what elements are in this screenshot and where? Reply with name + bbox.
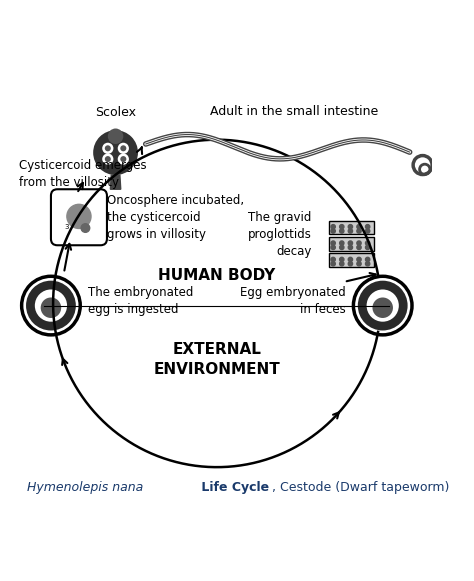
Circle shape <box>26 281 76 331</box>
Text: , Cestode (Dwarf tapeworm): , Cestode (Dwarf tapeworm) <box>272 481 449 494</box>
Circle shape <box>365 245 370 250</box>
Text: Cysticercoid emerges
from the villosity: Cysticercoid emerges from the villosity <box>18 159 146 189</box>
Circle shape <box>120 156 127 162</box>
Circle shape <box>339 257 344 261</box>
Circle shape <box>357 241 361 245</box>
Circle shape <box>348 245 353 250</box>
Circle shape <box>102 143 113 154</box>
Text: Hymenolepis nana: Hymenolepis nana <box>27 481 144 494</box>
Circle shape <box>373 297 393 318</box>
Text: Oncosphere incubated,
the cysticercoid
grows in villosity: Oncosphere incubated, the cysticercoid g… <box>107 193 244 241</box>
Circle shape <box>93 130 138 175</box>
FancyBboxPatch shape <box>51 189 107 245</box>
Circle shape <box>108 128 123 144</box>
Circle shape <box>365 229 370 233</box>
Text: Egg embryonated
in feces: Egg embryonated in feces <box>240 286 346 316</box>
Circle shape <box>365 261 370 266</box>
Circle shape <box>348 225 353 229</box>
Circle shape <box>41 297 61 318</box>
Circle shape <box>348 261 353 266</box>
Circle shape <box>357 225 361 229</box>
Circle shape <box>118 143 129 154</box>
Circle shape <box>102 153 113 164</box>
Circle shape <box>348 257 353 261</box>
Circle shape <box>365 257 370 261</box>
Circle shape <box>120 145 127 151</box>
Circle shape <box>357 229 361 233</box>
Circle shape <box>357 261 361 266</box>
Circle shape <box>365 241 370 245</box>
Text: Scolex: Scolex <box>95 106 136 119</box>
Circle shape <box>331 229 335 233</box>
Text: Life Cycle: Life Cycle <box>198 481 270 494</box>
Circle shape <box>118 153 129 164</box>
Circle shape <box>357 245 361 250</box>
FancyBboxPatch shape <box>329 237 374 251</box>
Circle shape <box>81 224 90 232</box>
Circle shape <box>35 289 67 322</box>
Circle shape <box>339 241 344 245</box>
Circle shape <box>331 245 335 250</box>
Circle shape <box>105 145 111 151</box>
Circle shape <box>67 205 91 228</box>
Circle shape <box>339 245 344 250</box>
Text: HUMAN BODY: HUMAN BODY <box>158 268 275 283</box>
Circle shape <box>331 261 335 266</box>
Polygon shape <box>110 175 121 189</box>
Circle shape <box>358 281 408 331</box>
Circle shape <box>339 229 344 233</box>
Text: 3: 3 <box>64 224 69 230</box>
Circle shape <box>339 261 344 266</box>
Circle shape <box>366 289 399 322</box>
Circle shape <box>365 225 370 229</box>
FancyBboxPatch shape <box>329 221 374 235</box>
Circle shape <box>331 257 335 261</box>
Circle shape <box>348 241 353 245</box>
Text: The gravid
proglottids
decay: The gravid proglottids decay <box>248 211 311 258</box>
Circle shape <box>357 257 361 261</box>
Circle shape <box>348 229 353 233</box>
Circle shape <box>331 225 335 229</box>
Circle shape <box>339 225 344 229</box>
Text: The embryonated
egg is ingested: The embryonated egg is ingested <box>88 286 193 316</box>
Circle shape <box>331 241 335 245</box>
Text: Adult in the small intestine: Adult in the small intestine <box>210 105 379 118</box>
Circle shape <box>105 156 111 162</box>
FancyBboxPatch shape <box>329 253 374 267</box>
Text: EXTERNAL
ENVIRONMENT: EXTERNAL ENVIRONMENT <box>154 342 280 377</box>
